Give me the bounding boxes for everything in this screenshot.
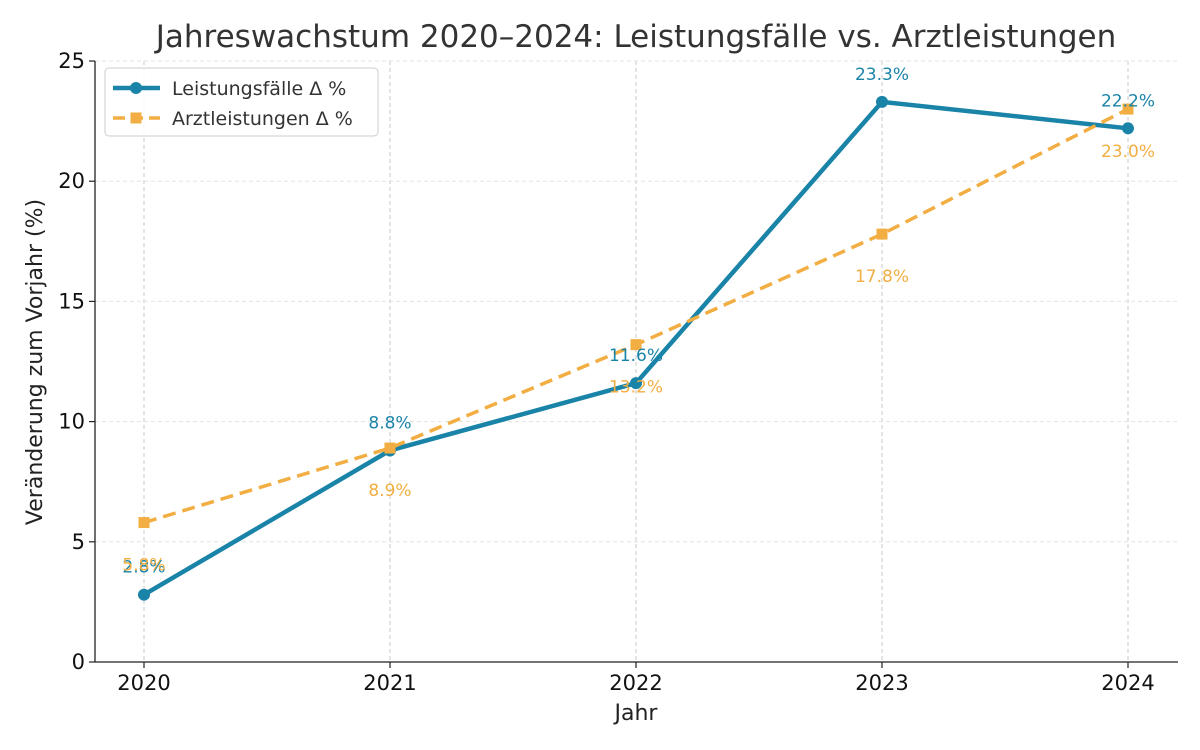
y-tick-label: 25	[58, 49, 85, 73]
data-label: 23.0%	[1101, 142, 1155, 162]
data-label: 11.6%	[609, 346, 663, 366]
data-point-marker	[138, 517, 150, 529]
legend-box	[104, 67, 379, 137]
y-tick-label: 5	[72, 530, 85, 554]
data-point-marker	[138, 588, 150, 601]
x-tick-label: 2022	[609, 671, 662, 695]
legend-label: Arztleistungen Δ %	[172, 108, 353, 130]
x-tick-label: 2020	[117, 671, 170, 695]
x-tick-label: 2023	[855, 671, 908, 695]
data-label: 22.2%	[1101, 91, 1155, 111]
grid	[95, 60, 1178, 662]
data-label: 23.3%	[855, 65, 909, 85]
y-tick-label: 15	[58, 289, 85, 313]
data-label: 8.9%	[368, 481, 411, 501]
legend-marker	[130, 82, 142, 94]
data-label: 13.2%	[609, 378, 663, 398]
y-tick-label: 0	[72, 650, 85, 674]
legend-marker	[130, 112, 142, 124]
data-point-marker	[630, 377, 642, 390]
data-label: 17.8%	[855, 267, 909, 287]
data-label: 5.8%	[122, 556, 165, 576]
x-axis-ticks: 2020 2021 2022 2023 2024	[117, 662, 1155, 695]
data-label: 8.8%	[368, 413, 411, 433]
chart-title: Jahreswachstum 2020–2024: Leistungsfälle…	[154, 19, 1117, 55]
x-tick-label: 2021	[363, 671, 416, 695]
legend: Leistungsfälle Δ % Arztleistungen Δ %	[104, 67, 379, 137]
y-axis-ticks: 0 5 10 15 20 25	[58, 49, 95, 674]
data-point-marker	[876, 95, 888, 108]
y-tick-label: 20	[58, 169, 85, 193]
data-label: 2.8%	[122, 558, 165, 578]
data-point-marker	[630, 339, 642, 351]
data-point-marker	[1122, 103, 1134, 115]
legend-label: Leistungsfälle Δ %	[172, 78, 346, 100]
data-point-marker	[1122, 122, 1134, 135]
data-point-marker	[876, 228, 888, 240]
x-axis-label: Jahr	[613, 701, 659, 726]
y-axis-label: Veränderung zum Vorjahr (%)	[23, 199, 48, 525]
series-group	[138, 95, 1134, 601]
data-labels: 2.8% 8.8% 11.6% 23.3% 22.2% 5.8% 8.9% 13.2% 17.8…	[122, 65, 1155, 578]
data-point-marker	[384, 442, 396, 454]
x-tick-label: 2024	[1101, 671, 1154, 695]
y-tick-label: 10	[58, 410, 85, 434]
